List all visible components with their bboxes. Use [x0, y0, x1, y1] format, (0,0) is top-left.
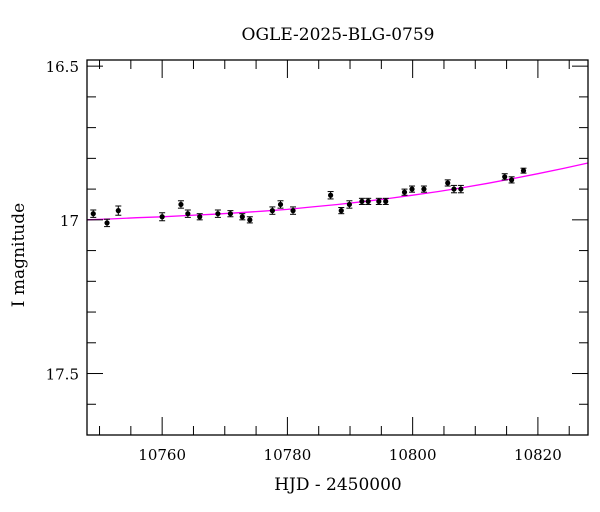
- data-point: [401, 188, 408, 196]
- data-point: [450, 184, 457, 194]
- point-marker: [376, 198, 382, 204]
- data-point: [338, 207, 345, 215]
- y-tick-label: 16.5: [46, 58, 79, 76]
- point-marker: [365, 198, 371, 204]
- chart-title: OGLE-2025-BLG-0759: [242, 25, 435, 45]
- y-tick-label: 17.5: [46, 366, 79, 384]
- point-marker: [383, 198, 389, 204]
- point-marker: [445, 180, 451, 186]
- point-marker: [159, 214, 165, 220]
- data-point: [327, 191, 334, 200]
- point-marker: [359, 198, 365, 204]
- point-marker: [401, 189, 408, 195]
- data-point: [508, 176, 515, 184]
- data-point: [184, 209, 191, 218]
- point-marker: [227, 211, 234, 217]
- data-point: [457, 184, 464, 194]
- point-marker: [239, 214, 245, 220]
- data-point: [346, 200, 353, 209]
- point-marker: [197, 214, 203, 220]
- data-point: [444, 179, 451, 187]
- point-marker: [520, 168, 527, 174]
- point-marker: [178, 201, 184, 208]
- point-marker: [269, 208, 275, 214]
- point-marker: [338, 208, 344, 214]
- data-point: [375, 197, 382, 205]
- data-point: [159, 212, 166, 222]
- y-tick-label: 17: [60, 212, 79, 230]
- data-point: [277, 200, 284, 209]
- data-point: [90, 209, 97, 218]
- data-point: [239, 213, 246, 221]
- data-point: [177, 200, 184, 209]
- point-marker: [502, 174, 508, 180]
- x-tick-label: 10760: [138, 446, 186, 464]
- data-point: [290, 206, 297, 215]
- point-marker: [277, 201, 284, 208]
- point-marker: [90, 211, 96, 217]
- point-marker: [328, 192, 334, 198]
- plot-frame: [86, 59, 589, 436]
- x-axis-label: HJD - 2450000: [274, 475, 402, 495]
- point-marker: [458, 186, 464, 192]
- x-tick-label: 10820: [514, 446, 562, 464]
- point-marker: [346, 201, 352, 208]
- data-point: [420, 185, 427, 193]
- point-marker: [247, 217, 253, 223]
- data-point: [214, 209, 221, 218]
- point-marker: [115, 208, 121, 214]
- point-marker: [215, 211, 221, 217]
- data-point: [115, 205, 122, 216]
- point-marker: [290, 208, 296, 214]
- data-point: [501, 173, 508, 181]
- data-point: [196, 213, 203, 221]
- point-marker: [451, 186, 457, 192]
- model-curve: [86, 162, 589, 221]
- data-point: [382, 197, 389, 205]
- data-point: [365, 197, 372, 205]
- point-marker: [185, 211, 191, 217]
- y-axis-label: I magnitude: [9, 203, 29, 307]
- data-point: [246, 216, 253, 224]
- x-tick-label: 10800: [389, 446, 437, 464]
- data-point: [227, 210, 234, 218]
- data-point: [269, 206, 276, 215]
- data-point: [358, 197, 365, 205]
- data-point: [104, 218, 111, 228]
- point-marker: [409, 186, 415, 192]
- x-tick-label: 10780: [264, 446, 312, 464]
- point-marker: [421, 186, 427, 192]
- point-marker: [508, 177, 515, 183]
- data-point: [520, 167, 527, 174]
- point-marker: [104, 220, 110, 226]
- data-point: [409, 185, 416, 193]
